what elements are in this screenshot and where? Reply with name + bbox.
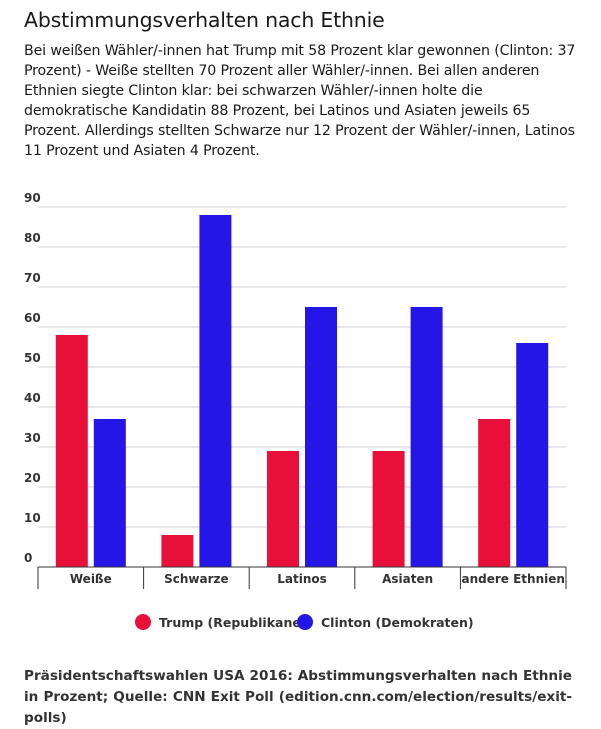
y-tick-label: 60 xyxy=(24,311,41,325)
bar-trump xyxy=(478,419,511,567)
y-tick-label: 20 xyxy=(24,471,41,485)
x-axis xyxy=(37,566,567,589)
y-tick-label: 70 xyxy=(24,271,41,285)
x-tick-label: Schwarze xyxy=(164,572,229,586)
bar-trump xyxy=(372,451,405,567)
bar-trump xyxy=(55,335,88,567)
y-tick-label: 30 xyxy=(24,431,41,445)
x-tick-label: Latinos xyxy=(277,572,327,586)
x-axis-labels: Weiße Schwarze Latinos Asiaten andere Ethnie… xyxy=(70,572,565,586)
legend-item-clinton: Clinton (Demokraten) xyxy=(297,614,474,630)
chart-title: Abstimmungsverhalten nach Ethnie xyxy=(24,8,385,32)
x-tick-label: andere Ethnien xyxy=(461,572,564,586)
bar-clinton xyxy=(305,307,337,567)
x-tick-label: Asiaten xyxy=(382,572,433,586)
legend-swatch-trump xyxy=(135,614,151,630)
bar-clinton xyxy=(410,307,443,567)
x-tick-label: Weiße xyxy=(70,572,112,586)
bar-trump xyxy=(267,451,299,567)
bar-clinton xyxy=(93,419,126,567)
bar-trump xyxy=(161,535,194,567)
bar-clinton xyxy=(199,215,232,567)
legend-label-trump: Trump (Republikaner) xyxy=(159,614,313,630)
chart-subtitle: Bei weißen Wähler/-innen hat Trump mit 5… xyxy=(24,43,576,159)
y-axis-ticks: 0 10 20 30 40 50 60 70 80 90 xyxy=(24,191,41,565)
bar-chart: 0 10 20 30 40 50 60 70 80 90 Weiße Schwarze Latinos… xyxy=(24,191,567,589)
legend: Trump (Republikaner) Clinton (Demokraten… xyxy=(0,614,601,634)
y-tick-label: 10 xyxy=(24,511,41,525)
legend-item-trump: Trump (Republikaner) xyxy=(135,614,313,630)
y-tick-label: 40 xyxy=(24,391,41,405)
legend-label-clinton: Clinton (Demokraten) xyxy=(321,614,474,630)
chart-footnote-source: Präsidentschaftswahlen USA 2016: Abstimm… xyxy=(24,668,572,726)
bars xyxy=(55,215,549,567)
y-tick-label: 90 xyxy=(24,191,41,205)
legend-swatch-clinton xyxy=(297,614,313,630)
bar-clinton xyxy=(516,343,549,567)
y-tick-label: 50 xyxy=(24,351,41,365)
gridlines xyxy=(38,206,566,528)
y-tick-label: 80 xyxy=(24,231,41,245)
y-tick-label: 0 xyxy=(24,551,32,565)
